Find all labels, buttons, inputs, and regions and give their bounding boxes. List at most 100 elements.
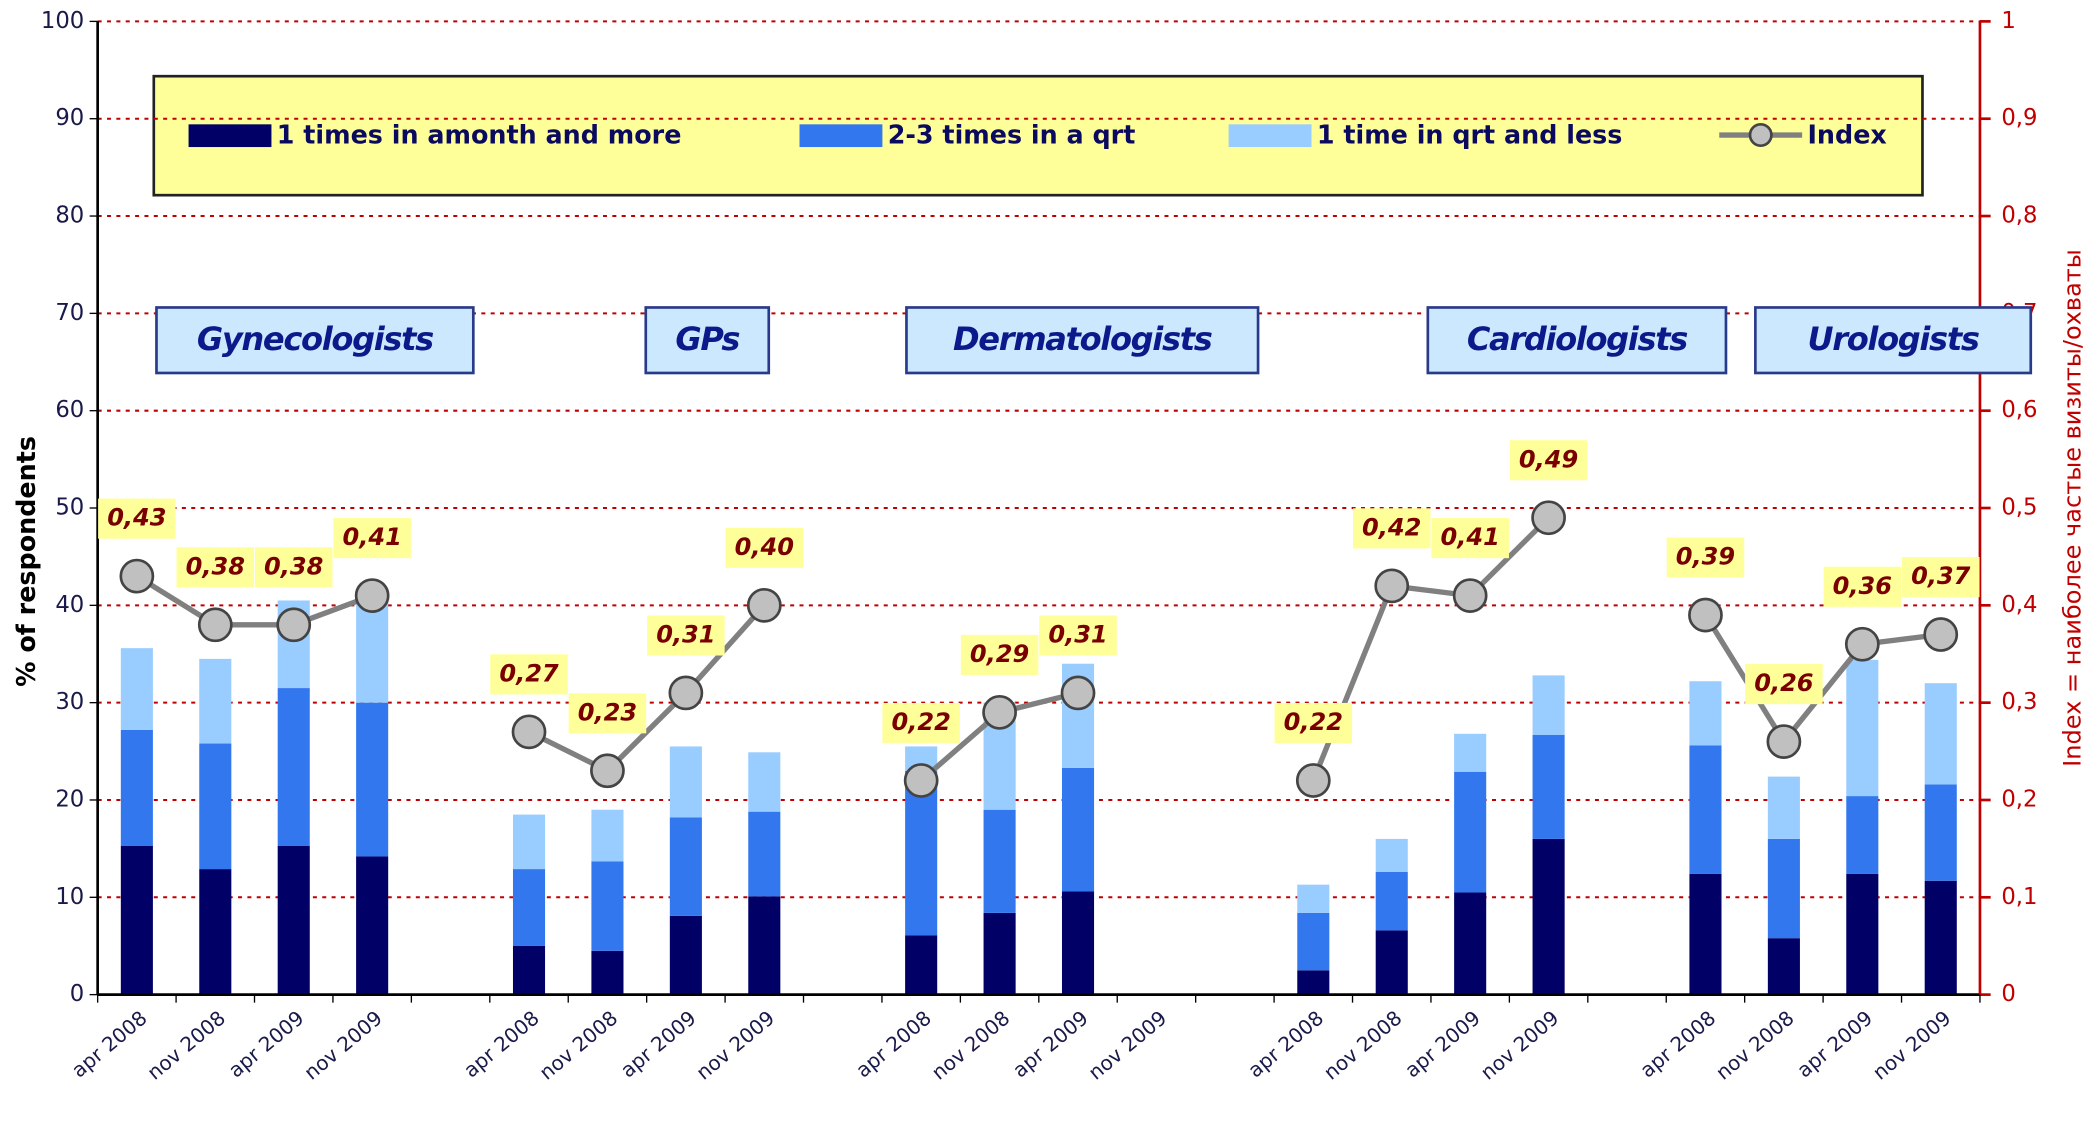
value-label-box	[1039, 615, 1117, 656]
index-marker	[1923, 617, 1959, 652]
y-axis-title: % of respondents	[11, 436, 41, 687]
index-line	[135, 573, 374, 628]
legend-label: 1 time in qrt and less	[1317, 119, 1623, 149]
y2-tick-label: 0	[2001, 981, 2015, 1007]
x-tick-label: apr 2008	[1635, 1006, 1720, 1083]
value-label-box	[960, 634, 1039, 675]
value-label-box	[568, 693, 647, 734]
value-label-box	[647, 615, 725, 656]
bar-segment	[905, 935, 938, 995]
bar-segment	[1532, 838, 1565, 995]
value-label-box	[1745, 664, 1823, 705]
y2-tick-label: 0,4	[2001, 592, 2037, 618]
value-label: 0,42	[1362, 513, 1421, 541]
x-tick-label: apr 2008	[67, 1006, 152, 1083]
group-label: Urologists	[1808, 320, 1979, 358]
bar-segment	[1767, 776, 1800, 839]
index-marker	[511, 714, 547, 750]
bar-segment	[277, 688, 310, 846]
value-label: 0,22	[891, 708, 950, 736]
value-label: 0,31	[1048, 620, 1107, 648]
index-marker	[1531, 500, 1566, 536]
bar-segment	[1924, 683, 1957, 785]
bar-segment	[1689, 681, 1722, 746]
bar-segment	[1846, 796, 1879, 874]
value-label-box	[254, 547, 333, 588]
bar-segment	[199, 869, 232, 995]
bar-segment	[120, 845, 153, 995]
value-label-box	[1352, 508, 1431, 549]
bar-segment	[983, 809, 1016, 913]
y2-tick-label: 0,8	[2001, 203, 2037, 229]
bar-segment	[669, 746, 702, 818]
y-tick-label: 0	[70, 981, 84, 1007]
group-label: Cardiologists	[1467, 320, 1687, 358]
x-tick-label: apr 2008	[851, 1006, 936, 1083]
legend-swatch	[799, 124, 883, 148]
bar-segment	[1689, 873, 1722, 995]
x-tick-label: apr 2008	[1243, 1006, 1328, 1083]
bar-segment	[1454, 892, 1487, 995]
bar-segment	[1061, 891, 1095, 995]
bar-segment	[905, 770, 938, 936]
bar-segment	[1532, 734, 1565, 839]
bar-segment	[748, 896, 781, 995]
index-line	[527, 603, 767, 775]
value-label-box	[98, 498, 176, 539]
y-tick-label: 60	[55, 397, 84, 423]
bar-segment	[748, 811, 781, 897]
value-label: 0,38	[264, 552, 323, 580]
index-marker	[354, 578, 390, 613]
group-box	[1754, 306, 2033, 375]
value-label: 0,40	[735, 533, 794, 561]
value-label: 0,36	[1833, 572, 1892, 600]
value-label: 0,31	[656, 620, 715, 648]
value-label-box	[176, 547, 255, 588]
index-marker	[746, 587, 782, 623]
value-label: 0,23	[578, 698, 637, 726]
bar-segment	[1297, 970, 1330, 995]
x-tick-label: apr 2008	[459, 1006, 544, 1083]
bar-segment	[1297, 912, 1330, 971]
bar-segment	[1767, 838, 1800, 939]
x-tick-label: nov 2008	[1319, 1006, 1407, 1085]
index-marker	[1844, 626, 1880, 662]
y-tick-label: 10	[55, 884, 84, 910]
bar-segment	[1846, 659, 1879, 797]
value-label-box	[882, 702, 960, 744]
value-label: 0,38	[186, 552, 245, 580]
bar-segment	[356, 856, 389, 995]
index-marker	[1295, 763, 1331, 798]
y2-axis-title: Index = наиболее частые визиты/охваты	[2059, 249, 2087, 767]
x-tick-label: apr 2009	[1400, 1006, 1485, 1083]
bar-segment	[1689, 745, 1722, 874]
value-label: 0,49	[1519, 445, 1578, 473]
y2-tick-label: 0,5	[2001, 495, 2037, 521]
x-tick-label: nov 2008	[927, 1006, 1015, 1085]
index-marker	[590, 753, 625, 789]
bar-segment	[120, 648, 153, 730]
group-label: Gynecologists	[197, 320, 433, 358]
x-tick-label: nov 2009	[1868, 1006, 1956, 1085]
group-box	[644, 306, 771, 375]
value-label-box	[1431, 518, 1509, 559]
bar-segment	[1924, 784, 1957, 881]
x-tick-label: nov 2008	[1711, 1006, 1799, 1085]
value-label: 0,41	[1440, 523, 1499, 551]
y-tick-label: 80	[55, 203, 84, 229]
x-tick-label: nov 2009	[691, 1006, 779, 1085]
bar-segment	[1375, 872, 1408, 931]
bar-segment	[669, 817, 702, 916]
value-label: 0,41	[342, 523, 401, 551]
bar-segment	[1924, 880, 1957, 995]
value-label-box	[1274, 702, 1353, 744]
y2-tick-label: 0,1	[2001, 884, 2037, 910]
bar-segment	[356, 702, 389, 857]
y-tick-label: 40	[55, 592, 84, 618]
bar-segment	[199, 743, 232, 870]
y-tick-label: 90	[55, 105, 84, 131]
x-tick-label: apr 2009	[616, 1006, 701, 1083]
y2-tick-label: 0,9	[2001, 105, 2037, 131]
bar-segment	[1375, 930, 1408, 995]
